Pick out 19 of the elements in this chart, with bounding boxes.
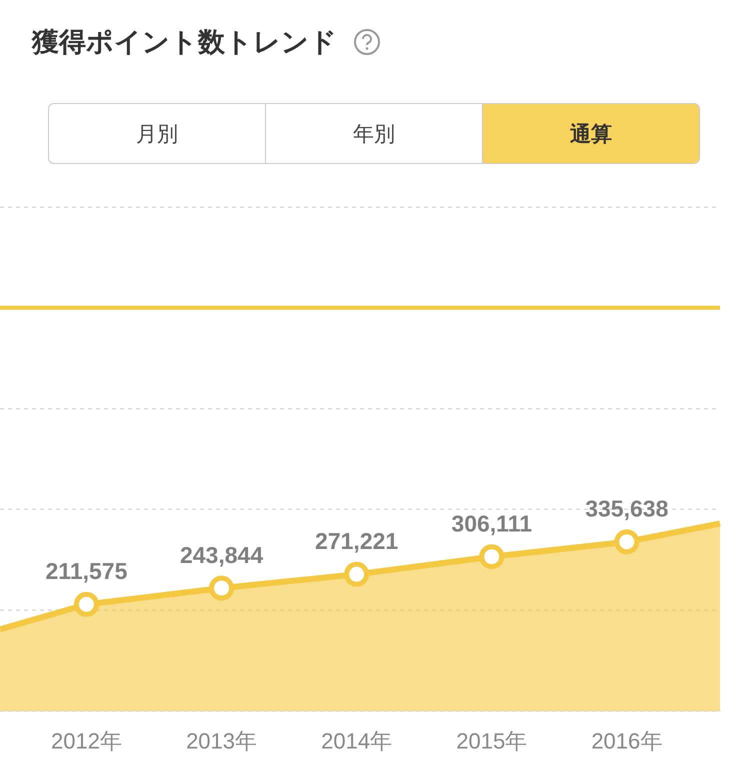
text: 通算 (483, 104, 699, 163)
data-label: 306,111 (451, 510, 532, 537)
x-tick-label: 2015年 (456, 728, 528, 754)
point (209, 576, 234, 601)
x-tick-label: 2014年 (321, 728, 392, 754)
data-label: 271,221 (315, 528, 398, 554)
text: 月別 (49, 104, 266, 163)
point (479, 544, 504, 570)
data-label: 243,844 (180, 542, 264, 568)
x-tick-label: 2013年 (186, 728, 258, 754)
point (614, 529, 640, 554)
x-tick-label: 2012年 (50, 728, 122, 754)
text: 年別 (266, 104, 483, 163)
data-label: 211,575 (46, 558, 128, 584)
point (74, 592, 99, 617)
data-label: 335,638 (585, 496, 669, 522)
x-tick-label: 2016年 (591, 728, 662, 754)
chart-title: 獲得ポイント数トレンド (32, 26, 337, 59)
point (344, 562, 370, 587)
